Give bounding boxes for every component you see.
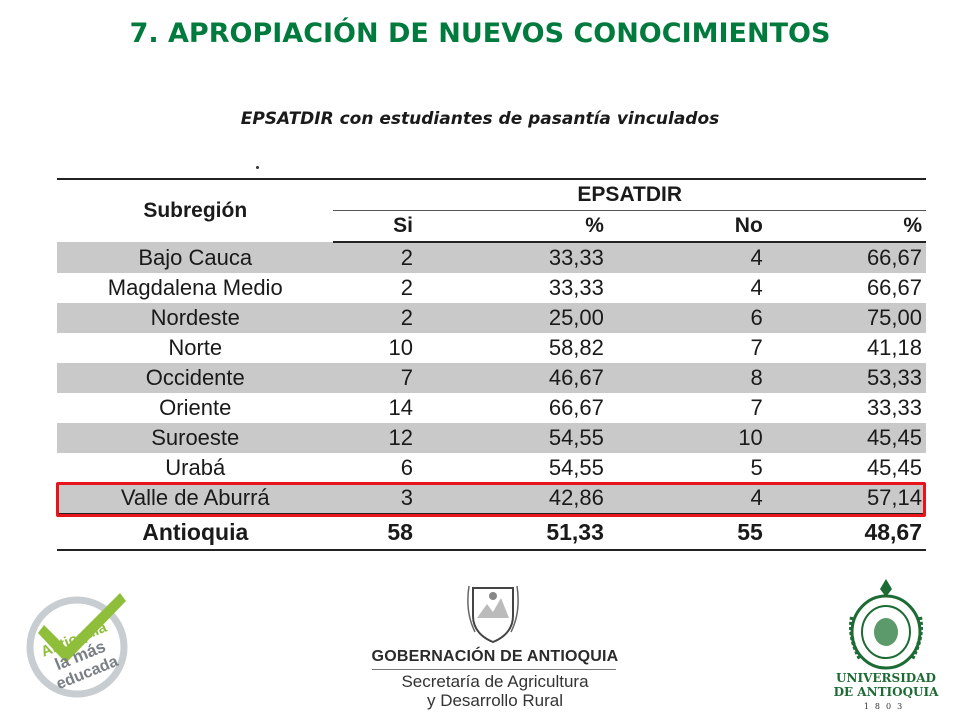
si-cell: 2 xyxy=(333,303,425,333)
table-row: Bajo Cauca 2 33,33 4 66,67 xyxy=(57,242,926,273)
pct-no-cell: 53,33 xyxy=(772,363,926,393)
pct-no-cell: 33,33 xyxy=(866,395,922,420)
si-cell: 3 xyxy=(333,483,425,514)
total-si-cell: 58 xyxy=(333,513,425,551)
no-cell: 7 xyxy=(750,395,763,420)
no-cell: 5 xyxy=(750,455,763,480)
no-cell: 7 xyxy=(750,335,763,360)
udea-seal-icon xyxy=(849,579,923,670)
pct-no-cell: 66,67 xyxy=(866,275,922,300)
subregion-cell: Oriente xyxy=(159,395,232,420)
pct-si-cell: 33,33 xyxy=(424,242,614,273)
column-header-si: Si xyxy=(333,210,425,243)
column-header-pct-no: % xyxy=(772,210,926,243)
pct-si-cell: 25,00 xyxy=(424,303,614,333)
gobernacion-name: GOBERNACIÓN DE ANTIOQUIA xyxy=(371,648,619,665)
si-cell: 7 xyxy=(333,363,425,393)
udea-logo: UNIVERSIDAD DE ANTIOQUIA 1803 xyxy=(832,575,940,715)
pct-si-cell: 42,86 xyxy=(424,483,614,514)
no-cell: 4 xyxy=(613,483,773,514)
table-body: Bajo Cauca 2 33,33 4 66,67 Magdalena Medio 2 33… xyxy=(57,242,926,551)
pct-si-cell: 66,67 xyxy=(548,395,604,420)
total-pct-no-cell: 48,67 xyxy=(772,513,926,551)
pct-si-cell: 58,82 xyxy=(548,335,604,360)
si-cell: 12 xyxy=(333,423,425,453)
table-row: Valle de Aburrá 3 42,86 4 57,14 xyxy=(57,483,926,514)
si-cell: 14 xyxy=(388,395,413,420)
si-cell: 10 xyxy=(388,335,413,360)
no-cell: 6 xyxy=(613,303,773,333)
udea-name-line-1: UNIVERSIDAD xyxy=(836,671,936,685)
secretaria-line-1: Secretaría de Agricultura xyxy=(401,672,589,691)
table-caption: EPSATDIR con estudiantes de pasantía vin… xyxy=(240,109,720,129)
stray-dot xyxy=(256,166,259,169)
no-cell: 4 xyxy=(613,242,773,273)
no-cell: 4 xyxy=(750,275,763,300)
subregion-cell: Bajo Cauca xyxy=(57,242,334,273)
udea-year: 1803 xyxy=(863,702,909,711)
table-row: Occidente 7 46,67 8 53,33 xyxy=(57,363,926,393)
pct-no-cell: 75,00 xyxy=(772,303,926,333)
subregion-cell: Nordeste xyxy=(57,303,334,333)
column-header-subregion: Subregión xyxy=(57,178,334,242)
pct-no-cell: 45,45 xyxy=(866,455,922,480)
column-group-header: EPSATDIR xyxy=(333,178,926,211)
table-row: Magdalena Medio 2 33,33 4 66,67 xyxy=(57,273,926,303)
check-icon xyxy=(38,593,126,663)
no-cell: 8 xyxy=(613,363,773,393)
subregion-cell: Norte xyxy=(168,335,223,360)
pct-si-cell: 54,55 xyxy=(548,455,604,480)
total-row: Antioquia 58 51,33 55 48,67 xyxy=(57,513,926,551)
no-cell: 10 xyxy=(613,423,773,453)
column-header-pct-si: % xyxy=(424,210,614,243)
page-title: 7. APROPIACIÓN DE NUEVOS CONOCIMIENTOS xyxy=(129,18,831,49)
table-row: Oriente 14 66,67 7 33,33 xyxy=(57,393,926,423)
antioquia-educada-logo: Antioquia la más educada xyxy=(26,593,128,698)
pct-no-cell: 66,67 xyxy=(772,242,926,273)
pct-no-cell: 41,18 xyxy=(866,335,922,360)
subregion-cell: Occidente xyxy=(57,363,334,393)
pct-si-cell: 54,55 xyxy=(424,423,614,453)
column-header-no: No xyxy=(613,210,773,243)
secretaria-line-2: y Desarrollo Rural xyxy=(426,691,564,710)
table-row: Norte 10 58,82 7 41,18 xyxy=(57,333,926,363)
total-no-cell: 55 xyxy=(613,513,773,551)
highlight-box xyxy=(56,482,926,517)
divider xyxy=(372,669,616,670)
pct-no-cell: 57,14 xyxy=(772,483,926,514)
gobernacion-logo: GOBERNACIÓN DE ANTIOQUIA Secretaría de A… xyxy=(370,578,620,710)
pct-si-cell: 46,67 xyxy=(424,363,614,393)
subregion-cell: Suroeste xyxy=(57,423,334,453)
epsatdir-table: Subregión EPSATDIR Si % No % Bajo Cauca 2… xyxy=(57,178,926,551)
subregion-cell: Valle de Aburrá xyxy=(57,483,334,514)
pct-si-cell: 33,33 xyxy=(548,275,604,300)
total-pct-si-cell: 51,33 xyxy=(424,513,614,551)
si-cell: 2 xyxy=(400,275,413,300)
subregion-cell: Magdalena Medio xyxy=(107,275,283,300)
table-row: Urabá 6 54,55 5 45,45 xyxy=(57,453,926,483)
subregion-cell: Urabá xyxy=(165,455,226,480)
coat-of-arms-icon xyxy=(467,585,519,644)
table-row: Nordeste 2 25,00 6 75,00 xyxy=(57,303,926,333)
si-cell: 2 xyxy=(333,242,425,273)
table-row: Suroeste 12 54,55 10 45,45 xyxy=(57,423,926,453)
total-name-cell: Antioquia xyxy=(57,513,334,551)
pct-no-cell: 45,45 xyxy=(772,423,926,453)
udea-name-line-2: DE ANTIOQUIA xyxy=(833,685,939,699)
si-cell: 6 xyxy=(400,455,413,480)
